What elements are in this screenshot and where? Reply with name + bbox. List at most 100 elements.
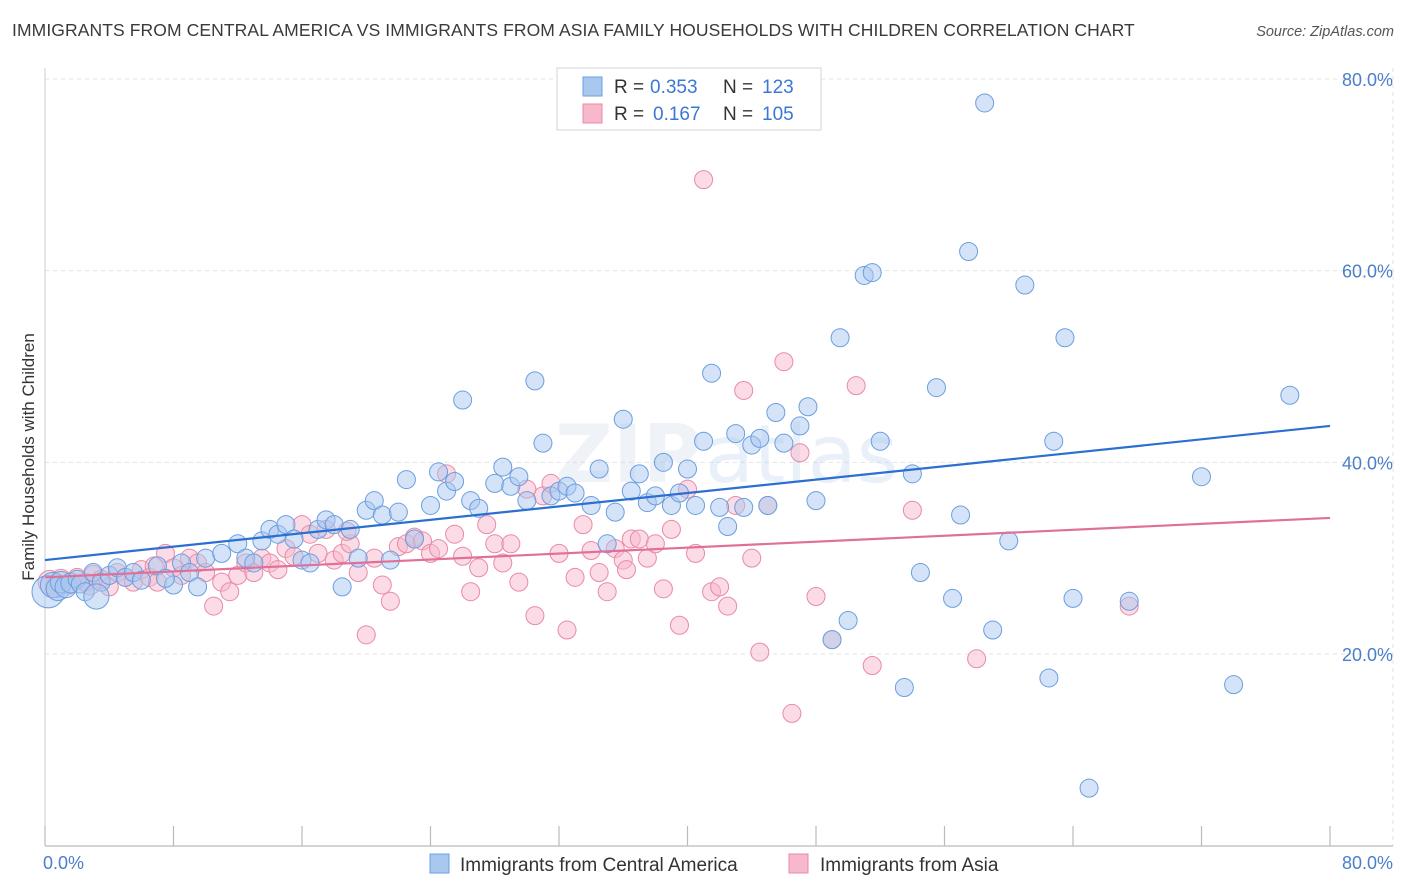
- legend-n-label-1: N =: [723, 77, 753, 98]
- data-point-central-america: [830, 328, 850, 348]
- series-asia-points: [37, 170, 1139, 723]
- data-point-central-america: [83, 583, 110, 610]
- data-point-asia: [477, 515, 497, 535]
- bottom-legend-swatch-blue: [429, 853, 450, 874]
- data-point-central-america: [790, 416, 810, 436]
- data-point-central-america: [686, 495, 706, 515]
- y-tick-label: 60.0%: [1342, 262, 1393, 282]
- data-point-central-america: [212, 543, 232, 563]
- data-point-central-america: [943, 588, 963, 608]
- data-point-asia: [557, 620, 577, 640]
- data-point-central-america: [533, 433, 553, 453]
- data-point-central-america: [774, 433, 794, 453]
- data-point-central-america: [718, 517, 738, 537]
- data-point-central-america: [605, 502, 625, 522]
- top-legend: R = 0.353 N = 123 R = 0.167 N = 105: [556, 67, 822, 131]
- bottom-legend-label-asia: Immigrants from Asia: [820, 855, 999, 876]
- data-point-central-america: [421, 495, 440, 515]
- data-point-asia: [694, 170, 714, 190]
- data-point-asia: [774, 352, 794, 372]
- data-point-central-america: [951, 505, 971, 525]
- data-point-asia: [372, 575, 392, 595]
- y-tick-label: 80.0%: [1342, 70, 1393, 90]
- data-point-central-america: [902, 464, 922, 484]
- data-point-central-america: [565, 483, 585, 503]
- data-point-asia: [734, 380, 754, 400]
- data-point-central-america: [798, 397, 818, 417]
- data-point-asia: [782, 703, 802, 723]
- data-point-asia: [573, 515, 593, 535]
- data-point-asia: [268, 560, 288, 580]
- bottom-legend-label-central-america: Immigrants from Central America: [460, 855, 738, 876]
- data-point-central-america: [710, 497, 730, 517]
- data-point-asia: [364, 548, 384, 568]
- data-point-asia: [453, 546, 473, 566]
- data-point-central-america: [429, 462, 449, 482]
- chart-title: IMMIGRANTS FROM CENTRAL AMERICA VS IMMIG…: [12, 20, 1135, 40]
- data-point-asia: [581, 541, 601, 560]
- data-point-central-america: [300, 553, 320, 573]
- data-point-central-america: [838, 610, 858, 630]
- data-point-asia: [710, 577, 730, 597]
- data-point-central-america: [396, 470, 416, 490]
- source-credit: Source: ZipAtlas.com: [1256, 24, 1394, 40]
- data-point-central-america: [1224, 675, 1244, 695]
- legend-swatch-pink: [582, 103, 603, 124]
- bottom-legend: Immigrants from Central America Immigran…: [429, 853, 999, 876]
- trend-line-central-america: [44, 424, 1331, 562]
- data-point-central-america: [894, 678, 914, 698]
- data-point-asia: [750, 642, 770, 662]
- data-point-central-america: [1192, 467, 1211, 487]
- data-point-central-america: [999, 531, 1019, 551]
- data-point-central-america: [589, 459, 609, 479]
- data-point-central-america: [525, 371, 545, 391]
- data-point-asia: [616, 560, 636, 580]
- data-point-central-america: [509, 467, 529, 487]
- data-point-central-america: [983, 620, 1003, 640]
- data-point-central-america: [726, 424, 746, 444]
- legend-swatch-blue: [582, 76, 603, 97]
- data-point-central-america: [453, 390, 473, 410]
- legend-r-value-1: 0.353: [650, 77, 698, 98]
- legend-n-label-2: N =: [723, 104, 753, 125]
- y-tick-labels: 20.0% 40.0% 60.0% 80.0%: [1342, 70, 1393, 665]
- data-point-central-america: [131, 570, 151, 590]
- data-point-asia: [429, 539, 449, 559]
- gridlines: [45, 68, 1394, 846]
- y-tick-label: 40.0%: [1342, 453, 1393, 473]
- data-point-central-america: [1119, 591, 1139, 611]
- data-point-central-america: [975, 93, 995, 113]
- data-point-central-america: [597, 534, 617, 554]
- data-point-central-america: [613, 409, 633, 429]
- data-point-central-america: [404, 529, 424, 549]
- data-point-central-america: [1055, 328, 1075, 348]
- y-axis-label: Family Households with Children: [19, 333, 38, 581]
- data-point-central-america: [653, 452, 673, 472]
- data-point-asia: [380, 591, 400, 611]
- data-point-central-america: [758, 495, 778, 515]
- data-point-asia: [790, 443, 810, 463]
- x-tick-label-min: 0.0%: [43, 853, 84, 873]
- data-point-asia: [445, 524, 465, 544]
- data-point-asia: [806, 587, 826, 606]
- x-tick-label-max: 80.0%: [1342, 853, 1393, 873]
- data-point-central-america: [694, 431, 714, 451]
- data-point-asia: [509, 572, 529, 592]
- data-point-asia: [597, 582, 617, 602]
- data-point-central-america: [1039, 668, 1059, 688]
- legend-n-value-2: 105: [762, 104, 794, 125]
- data-point-asia: [356, 625, 376, 645]
- data-point-central-america: [276, 515, 296, 535]
- y-tick-label: 20.0%: [1342, 645, 1393, 665]
- data-point-central-america: [180, 563, 200, 583]
- data-point-central-america: [959, 242, 979, 261]
- data-point-asia: [204, 596, 224, 616]
- data-point-central-america: [388, 502, 408, 522]
- data-point-central-america: [196, 548, 216, 568]
- data-point-central-america: [485, 473, 505, 493]
- data-point-asia: [686, 543, 706, 563]
- bottom-legend-swatch-pink: [788, 853, 809, 874]
- legend-r-label-1: R =: [614, 77, 644, 98]
- legend-r-value-2: 0.167: [653, 104, 701, 125]
